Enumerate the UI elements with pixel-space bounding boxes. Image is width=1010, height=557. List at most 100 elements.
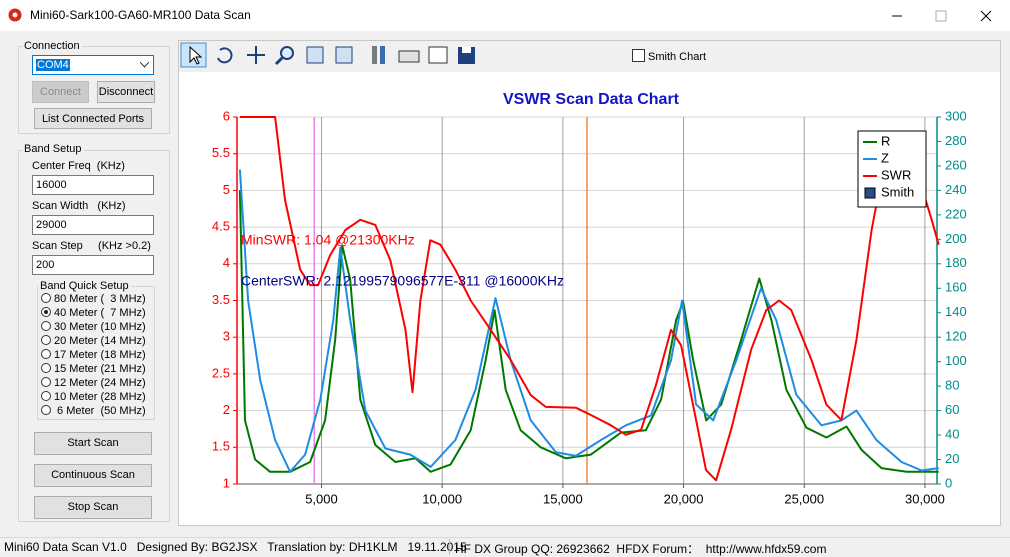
status-right: HF DX Group QQ: 26923662 HFDX Forum： htt… bbox=[455, 542, 827, 556]
status-left: Mini60 Data Scan V1.0 Designed By: BG2JS… bbox=[4, 540, 467, 554]
group-label: Connection bbox=[22, 40, 82, 52]
y-tick-label: 5.5 bbox=[212, 145, 230, 160]
window-title: Mini60-Sark100-GA60-MR100 Data Scan bbox=[30, 8, 251, 22]
field-input[interactable]: 16000 bbox=[32, 175, 154, 195]
legend-label: R bbox=[881, 133, 890, 148]
radio-label: 6 Meter (50 MHz) bbox=[54, 405, 146, 417]
band-radio[interactable]: 10 Meter (28 MHz) bbox=[41, 390, 146, 404]
radio-label: 15 Meter (21 MHz) bbox=[54, 363, 146, 375]
window-controls[interactable] bbox=[880, 8, 1000, 24]
grid-tool[interactable] bbox=[335, 46, 353, 64]
connect-button[interactable]: Connect bbox=[32, 81, 89, 103]
y-tick-label: 5 bbox=[223, 182, 230, 197]
legend-label: SWR bbox=[881, 167, 911, 182]
band-radio[interactable]: 80 Meter ( 3 MHz) bbox=[41, 292, 146, 306]
y2-tick-label: 60 bbox=[945, 402, 959, 417]
y2-tick-label: 20 bbox=[945, 451, 959, 466]
legend-label: Z bbox=[881, 150, 889, 165]
radio-label: 10 Meter (28 MHz) bbox=[54, 391, 146, 403]
y2-tick-label: 160 bbox=[945, 280, 967, 295]
y-tick-label: 3.5 bbox=[212, 292, 230, 307]
series-line bbox=[238, 190, 939, 473]
toolbar bbox=[180, 42, 475, 68]
x-tick-label: 15,000 bbox=[543, 491, 583, 506]
y2-tick-label: 200 bbox=[945, 231, 967, 246]
band-radio[interactable]: 17 Meter (18 MHz) bbox=[41, 348, 146, 362]
list-ports-button[interactable]: List Connected Ports bbox=[34, 108, 152, 129]
group-label: Band Quick Setup bbox=[38, 280, 131, 292]
series-line bbox=[239, 116, 940, 482]
reset-tool[interactable] bbox=[217, 47, 233, 64]
pointer-icon bbox=[189, 45, 203, 65]
start-scan-button[interactable]: Start Scan bbox=[34, 432, 152, 455]
y2-tick-label: 180 bbox=[945, 255, 967, 270]
y2-tick-label: 40 bbox=[945, 427, 959, 442]
y-tick-label: 6 bbox=[223, 108, 230, 123]
legend-label: Smith bbox=[881, 184, 914, 199]
radio-dot bbox=[41, 307, 51, 317]
y2-tick-label: 260 bbox=[945, 157, 967, 172]
y-tick-label: 2.5 bbox=[212, 365, 230, 380]
settings-tool[interactable] bbox=[372, 46, 377, 64]
continuous-scan-button[interactable]: Continuous Scan bbox=[34, 464, 152, 487]
stop-scan-button[interactable]: Stop Scan bbox=[34, 496, 152, 519]
band-radio[interactable]: 12 Meter (24 MHz) bbox=[41, 376, 146, 390]
status-separator bbox=[449, 539, 450, 555]
chart-title: VSWR Scan Data Chart bbox=[503, 91, 680, 108]
y2-tick-label: 300 bbox=[945, 108, 967, 123]
radio-dot bbox=[41, 321, 51, 331]
radio-dot bbox=[41, 363, 51, 373]
y2-tick-label: 80 bbox=[945, 378, 959, 393]
radio-dot bbox=[41, 349, 51, 359]
band-radio[interactable]: 30 Meter (10 MHz) bbox=[41, 320, 146, 334]
connection-group bbox=[18, 46, 170, 134]
annotation: MinSWR: 1.04 @21300KHz bbox=[241, 232, 415, 248]
group-label: Band Setup bbox=[22, 143, 84, 155]
series-line bbox=[238, 169, 939, 473]
field-label: Scan Width (KHz) bbox=[32, 200, 126, 212]
radio-label: 17 Meter (18 MHz) bbox=[54, 349, 146, 361]
x-tick-label: 25,000 bbox=[784, 491, 824, 506]
y2-tick-label: 0 bbox=[945, 475, 952, 490]
print-tool[interactable] bbox=[398, 50, 420, 63]
band-setup-group bbox=[18, 150, 170, 522]
field-input[interactable]: 200 bbox=[32, 255, 154, 275]
band-radio[interactable]: 40 Meter ( 7 MHz) bbox=[41, 306, 146, 320]
radio-label: 40 Meter ( 7 MHz) bbox=[54, 307, 146, 319]
disconnect-button[interactable]: Disconnect bbox=[97, 81, 155, 103]
radio-label: 20 Meter (14 MHz) bbox=[54, 335, 146, 347]
radio-label: 12 Meter (24 MHz) bbox=[54, 377, 146, 389]
y-tick-label: 1 bbox=[223, 475, 230, 490]
zoom-tool[interactable] bbox=[280, 46, 294, 60]
band-radio[interactable]: 20 Meter (14 MHz) bbox=[41, 334, 146, 348]
radio-label: 30 Meter (10 MHz) bbox=[54, 321, 146, 333]
y2-tick-label: 220 bbox=[945, 206, 967, 221]
radio-dot bbox=[41, 391, 51, 401]
field-label: Scan Step (KHz >0.2) bbox=[32, 240, 151, 252]
y2-tick-label: 120 bbox=[945, 329, 967, 344]
radio-label: 80 Meter ( 3 MHz) bbox=[54, 293, 146, 305]
annotation: CenterSWR: 2.12199579096577E-311 @16000K… bbox=[241, 273, 564, 289]
smith-chart-label: Smith Chart bbox=[648, 51, 707, 63]
y-tick-label: 3 bbox=[223, 329, 230, 344]
y-tick-label: 4.5 bbox=[212, 219, 230, 234]
y2-tick-label: 280 bbox=[945, 133, 967, 148]
y-tick-label: 2 bbox=[223, 402, 230, 417]
x-tick-label: 30,000 bbox=[905, 491, 945, 506]
port-select[interactable]: COM4 bbox=[32, 55, 154, 75]
legend-swatch bbox=[864, 187, 876, 199]
smith-chart-toggle[interactable]: Smith Chart bbox=[632, 49, 706, 63]
copy-tool[interactable] bbox=[428, 46, 448, 64]
pan-tool[interactable] bbox=[247, 46, 265, 64]
y2-tick-label: 240 bbox=[945, 182, 967, 197]
band-radio[interactable]: 15 Meter (21 MHz) bbox=[41, 362, 146, 376]
field-input[interactable]: 29000 bbox=[32, 215, 154, 235]
band-radio[interactable]: 6 Meter (50 MHz) bbox=[41, 404, 146, 418]
radio-dot bbox=[41, 377, 51, 387]
x-tick-label: 10,000 bbox=[422, 491, 462, 506]
zoom-box-tool[interactable] bbox=[306, 46, 324, 64]
dropdown-arrow bbox=[140, 62, 149, 68]
radio-dot bbox=[41, 335, 51, 345]
app-icon bbox=[8, 8, 22, 22]
